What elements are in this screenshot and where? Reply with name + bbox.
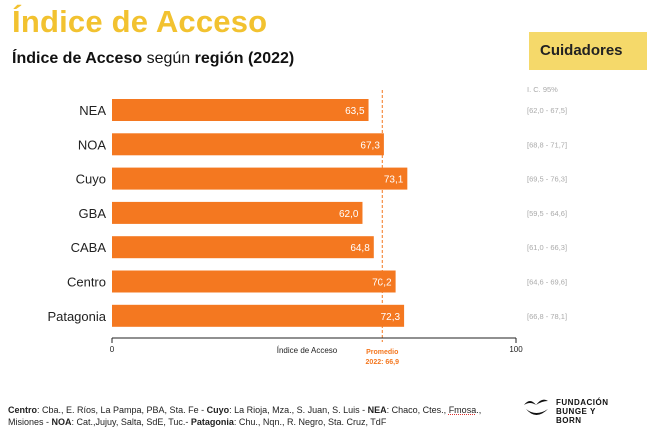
footer-text: : Cat.,Jujuy, Salta, SdE, Tuc.- — [71, 417, 191, 427]
category-label: Cuyo — [76, 172, 106, 187]
footer-line-1: Centro: Cba., E. Ríos, La Pampa, PBA, St… — [8, 404, 508, 416]
ci-label: [64,6 - 69,6] — [527, 278, 567, 287]
footer-text: : Chu., Nqn., R. Negro, Sta. Cruz, TdF — [233, 417, 387, 427]
average-label-line-1: Promedio — [366, 349, 398, 356]
bar — [112, 167, 408, 190]
category-tag: Cuidadores — [511, 32, 647, 70]
value-label: 62,0 — [339, 209, 359, 220]
ci-label: [69,5 - 76,3] — [527, 175, 567, 184]
logo-text-line-2: BUNGE Y BORN — [556, 407, 596, 425]
footer-region-name: Patagonia — [190, 417, 234, 427]
value-label: 72,3 — [381, 312, 401, 323]
bar — [112, 236, 374, 259]
footer-line-2: Misiones - NOA: Cat.,Jujuy, Salta, SdE, … — [8, 416, 508, 428]
logo-text-line-1: FUNDACIÓN — [556, 398, 609, 407]
footer-text: Fmosa — [448, 405, 477, 415]
footer-notes: Centro: Cba., E. Ríos, La Pampa, PBA, St… — [8, 404, 508, 428]
bar — [112, 304, 405, 327]
bar-chart: I. C. 95% NEA 63,5 [62,0 - 67,5] NOA 67,3 [68,… — [47, 85, 567, 366]
value-label: 64,8 — [350, 243, 370, 254]
bar — [112, 270, 396, 293]
category-label: Patagonia — [47, 309, 106, 324]
footer-region-name: NEA — [367, 405, 387, 415]
x-axis-label: Índice de Acceso — [277, 346, 338, 355]
category-label: CABA — [71, 240, 107, 255]
footer-text: : Cba., E. Ríos, La Pampa, PBA, Sta. Fe … — [37, 405, 207, 415]
category-label: GBA — [79, 206, 107, 221]
footer-text: Misiones - — [8, 417, 52, 427]
x-tick-label: 100 — [509, 345, 523, 354]
subtitle-bold-1: Índice de Acceso — [12, 50, 143, 67]
ci-label: [59,5 - 64,6] — [527, 209, 567, 218]
ci-label: [61,0 - 66,3] — [527, 243, 567, 252]
average-label-line-2: 2022: 66,9 — [366, 359, 400, 366]
category-label: NOA — [78, 137, 107, 152]
category-tag-label: Cuidadores — [540, 42, 623, 59]
ci-label: [66,8 - 78,1] — [527, 312, 567, 321]
category-label: Centro — [67, 275, 106, 290]
footer-region-name: NOA — [51, 417, 72, 427]
logo-icon — [524, 399, 548, 415]
footer-text: : Chaco, Ctes., — [386, 405, 449, 415]
ci-label: [62,0 - 67,5] — [527, 106, 567, 115]
x-tick-label: 0 — [110, 345, 115, 354]
value-label: 63,5 — [345, 106, 365, 117]
footer-text: : La Rioja, Mza., S. Juan, S. Luis - — [229, 405, 368, 415]
subtitle-bold-2: región (2022) — [194, 50, 295, 67]
footer-region-name: Cuyo — [206, 405, 230, 415]
bar — [112, 201, 363, 224]
ci-header: I. C. 95% — [527, 85, 558, 94]
logo-text: FUNDACIÓN BUNGE Y BORN — [556, 398, 622, 425]
bar — [112, 99, 369, 121]
chart-subtitle: Índice de Acceso según región (2022) — [12, 50, 294, 68]
footer-text: ., — [476, 405, 482, 415]
footer-region-name: Centro — [8, 405, 37, 415]
ci-label: [68,8 - 71,7] — [527, 140, 567, 149]
foundation-logo: FUNDACIÓN BUNGE Y BORN — [522, 395, 622, 425]
value-label: 67,3 — [360, 140, 380, 151]
bar — [112, 133, 384, 156]
category-label: NEA — [79, 103, 106, 118]
page-title: Índice de Acceso — [12, 4, 268, 39]
subtitle-regular: según — [146, 50, 191, 67]
value-label: 73,1 — [384, 175, 404, 186]
